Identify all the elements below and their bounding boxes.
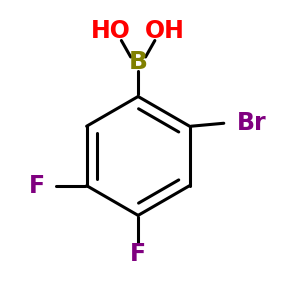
Text: Br: Br bbox=[237, 111, 267, 135]
Text: OH: OH bbox=[145, 19, 185, 43]
Text: F: F bbox=[29, 174, 45, 198]
Text: B: B bbox=[129, 50, 148, 74]
Text: HO: HO bbox=[91, 19, 131, 43]
Text: F: F bbox=[130, 242, 146, 266]
